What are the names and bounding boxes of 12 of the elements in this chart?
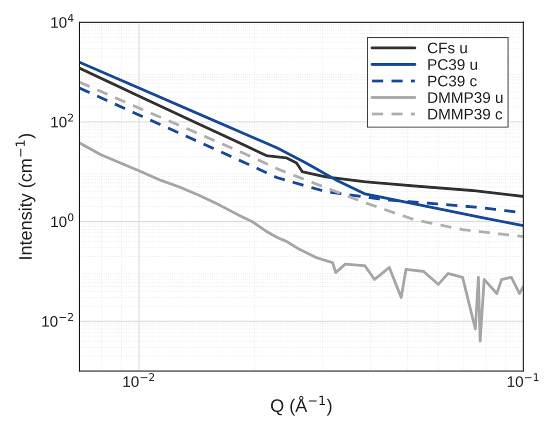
legend-label: DMMP39 u [428,92,502,103]
legend-label: DMMP39 c [428,108,502,120]
x-tick-label: 10$^{−1}$ [508,373,539,388]
y-tick-label: 10$^{4}$ [51,14,74,28]
legend-label: PC39 u [428,59,478,70]
legend-label: CFs u [428,42,467,54]
y-axis-title: Intensity (cm$^{−1}$) [16,134,36,259]
x-axis-title: Q (Å$^{−1}$) [271,396,332,416]
y-tick-label: 10$^{2}$ [51,114,74,128]
y-tick-label: 10$^{0}$ [51,213,74,228]
y-tick-label: 10$^{−2}$ [42,312,73,327]
legend-label: PC39 c [428,76,477,86]
